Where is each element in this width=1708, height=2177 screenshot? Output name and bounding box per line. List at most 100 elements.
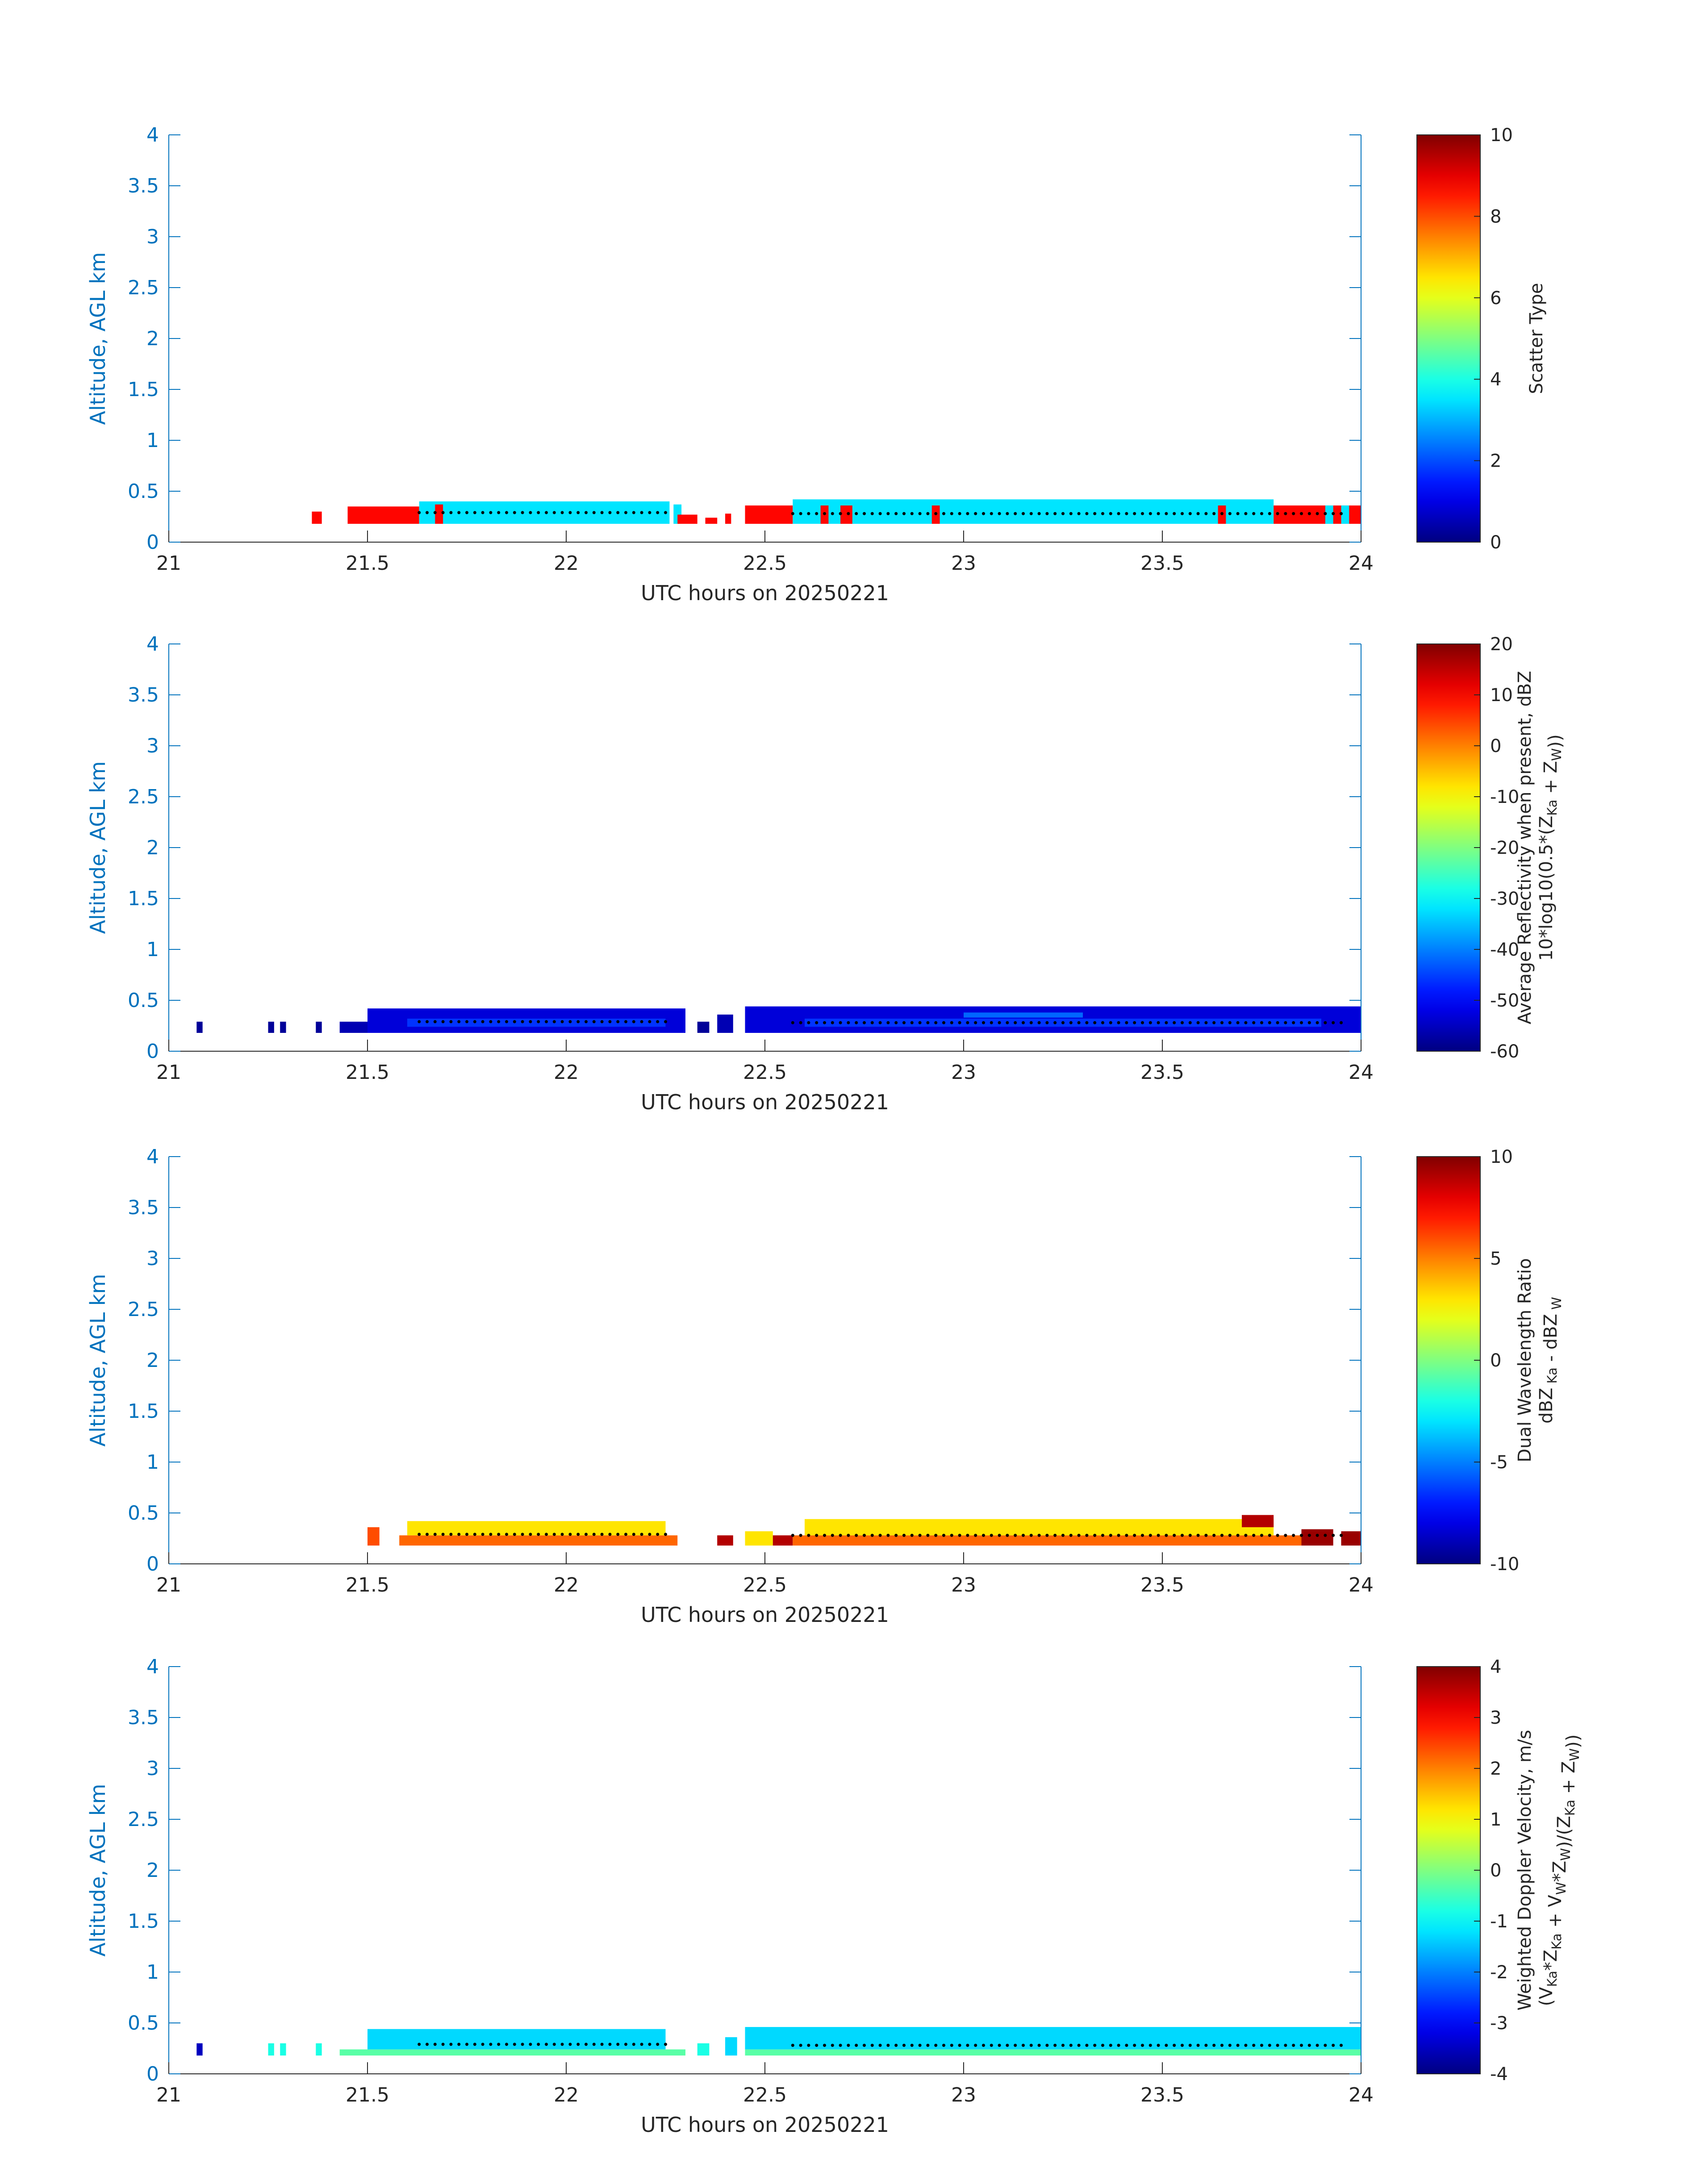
height-marker xyxy=(950,512,953,515)
y-tick-label: 3 xyxy=(146,226,159,248)
height-marker xyxy=(441,2043,445,2046)
height-marker xyxy=(1101,2043,1104,2047)
height-marker xyxy=(1252,1534,1256,1537)
height-marker xyxy=(839,1534,842,1537)
height-marker xyxy=(568,1533,572,1536)
height-marker xyxy=(441,1020,445,1024)
height-marker xyxy=(537,511,540,514)
y-tick-label: 0.5 xyxy=(128,2012,159,2035)
height-marker xyxy=(926,1534,930,1537)
height-marker xyxy=(1053,1021,1057,1024)
colorbar-scale xyxy=(1416,1156,1481,1564)
colorbar-label-text: - dBZ xyxy=(1541,1314,1561,1367)
y-tick-label: 0.5 xyxy=(128,989,159,1012)
height-marker xyxy=(664,511,667,514)
height-marker xyxy=(894,512,898,515)
height-marker xyxy=(1029,2043,1033,2047)
data-layer xyxy=(196,2027,1361,2056)
height-marker xyxy=(894,1534,898,1537)
colorbar-tick-label: 10 xyxy=(1490,1147,1513,1167)
height-marker xyxy=(600,1533,604,1536)
colorbar-label-text: )) xyxy=(1545,734,1566,748)
y-tick-label: 2 xyxy=(146,836,159,859)
height-marker xyxy=(449,2043,453,2046)
height-marker xyxy=(521,1533,524,1536)
height-marker xyxy=(918,1021,922,1024)
height-marker xyxy=(855,1534,858,1537)
height-marker xyxy=(600,511,604,514)
height-marker xyxy=(608,2043,612,2046)
height-marker xyxy=(839,2043,842,2047)
height-marker xyxy=(1204,2043,1208,2047)
height-marker xyxy=(449,1020,453,1024)
colorbar-tick-label: 10 xyxy=(1490,125,1513,146)
height-marker xyxy=(521,511,524,514)
height-marker xyxy=(632,511,635,514)
height-marker xyxy=(1101,1534,1104,1537)
height-marker xyxy=(1157,512,1160,515)
data-cell xyxy=(1341,505,1349,524)
height-marker xyxy=(1141,512,1144,515)
height-marker xyxy=(1077,1021,1081,1024)
x-tick-label: 22 xyxy=(554,2084,579,2106)
data-cell xyxy=(717,1535,733,1546)
height-marker xyxy=(1204,1534,1208,1537)
height-marker xyxy=(870,1021,874,1024)
x-tick-label: 21.5 xyxy=(346,552,389,575)
height-marker xyxy=(1220,1534,1224,1537)
data-cell xyxy=(1341,1531,1361,1546)
colorbar-label-subscript: Ka xyxy=(1545,1971,1560,1987)
height-marker xyxy=(552,1533,556,1536)
colorbar-tick-label: 2 xyxy=(1490,451,1501,472)
height-marker xyxy=(1204,512,1208,515)
y-tick-label: 4 xyxy=(146,633,159,656)
colorbar-tick-label: 6 xyxy=(1490,288,1501,309)
height-marker xyxy=(1315,2043,1319,2047)
height-marker xyxy=(537,1020,540,1024)
height-marker xyxy=(1315,1021,1319,1024)
height-marker xyxy=(465,1533,468,1536)
height-marker xyxy=(1117,2043,1120,2047)
data-cell xyxy=(745,505,793,524)
height-marker xyxy=(1212,1534,1216,1537)
height-marker xyxy=(1260,512,1263,515)
height-marker xyxy=(807,1021,810,1024)
height-marker xyxy=(426,1533,429,1536)
height-marker xyxy=(1006,2043,1009,2047)
height-marker xyxy=(1307,2043,1311,2047)
height-marker xyxy=(1276,1534,1279,1537)
height-marker xyxy=(1332,1021,1335,1024)
height-marker xyxy=(863,2043,866,2047)
height-marker xyxy=(592,2043,596,2046)
height-marker xyxy=(1037,1021,1041,1024)
height-marker xyxy=(878,2043,882,2047)
height-marker xyxy=(648,2043,651,2046)
height-marker xyxy=(799,1021,802,1024)
x-tick-label: 22.5 xyxy=(743,1061,787,1084)
height-marker xyxy=(1093,512,1097,515)
height-marker xyxy=(418,1533,421,1536)
height-marker xyxy=(1252,2043,1256,2047)
height-marker xyxy=(942,512,945,515)
height-marker xyxy=(926,1021,930,1024)
height-marker xyxy=(966,512,969,515)
height-marker xyxy=(950,1021,953,1024)
height-marker xyxy=(1069,512,1073,515)
height-marker xyxy=(870,512,874,515)
height-marker xyxy=(990,1534,993,1537)
height-marker xyxy=(560,1020,564,1024)
y-tick-label: 3.5 xyxy=(128,1196,159,1219)
colorbar-label-subscript: W xyxy=(1558,1848,1573,1861)
height-marker xyxy=(1212,1021,1216,1024)
y-tick-label: 2.5 xyxy=(128,786,159,808)
x-tick-label: 23 xyxy=(951,1574,976,1596)
height-marker xyxy=(648,1533,651,1536)
colorbar-tick-label: 10 xyxy=(1490,685,1513,706)
height-marker xyxy=(1029,512,1033,515)
height-marker xyxy=(1125,2043,1128,2047)
height-marker xyxy=(894,1021,898,1024)
height-marker xyxy=(576,1533,580,1536)
height-marker xyxy=(791,512,794,515)
height-marker xyxy=(1332,512,1335,515)
